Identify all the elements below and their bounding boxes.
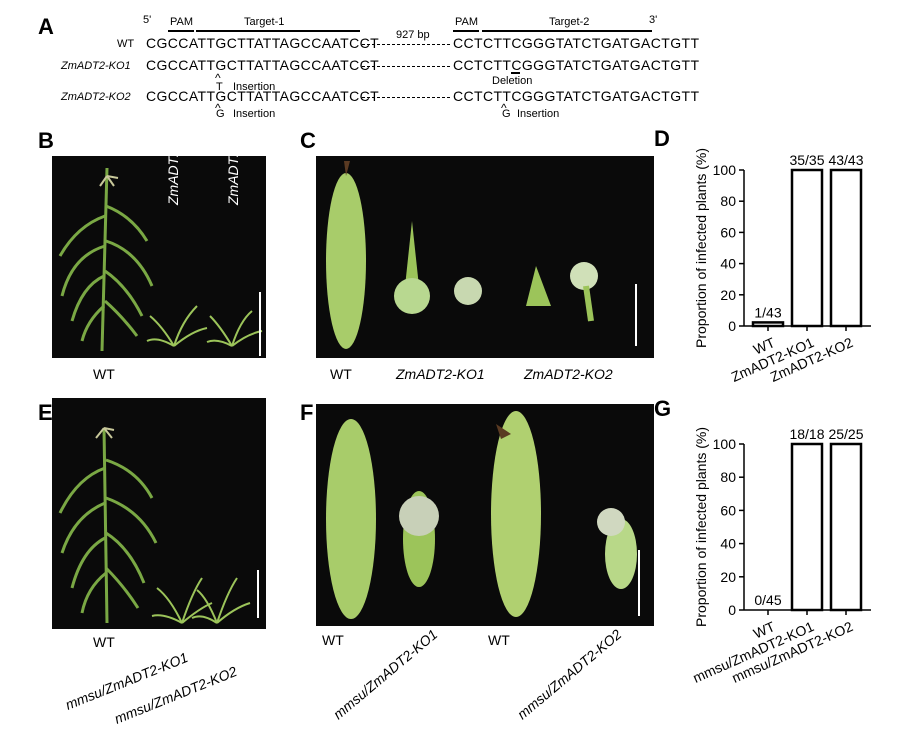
bar	[790, 168, 824, 328]
f-ko1-label: mmsu/ZmADT2-KO1	[330, 625, 441, 723]
five-prime-label: 5'	[143, 14, 152, 26]
ko1-deletion-mark	[511, 72, 520, 74]
target1-bar	[196, 30, 360, 32]
panel-label-a: A	[38, 14, 54, 39]
panel-label-f: F	[300, 400, 314, 425]
panel-label-g: G	[654, 396, 672, 421]
panel-label-e: E	[38, 400, 53, 425]
gap-dashes-wt	[362, 44, 450, 45]
ko1-seq-left: CGCCATTGCTTATTAGCCAATCCT	[146, 57, 380, 73]
bar	[790, 442, 824, 612]
target1-label: Target-1	[244, 16, 285, 28]
plant-photo-b	[52, 156, 266, 358]
y-tick-label: 20	[720, 569, 736, 585]
three-prime-label: 3'	[649, 14, 658, 26]
row-label-ko1: ZmADT2-KO1	[61, 60, 131, 72]
data-label: 35/35	[789, 152, 824, 168]
ko1-insertion-base: T	[216, 81, 223, 93]
ko1-insertion-label: Insertion	[233, 81, 276, 93]
y-tick-label: 60	[720, 502, 736, 518]
wt-seq-right: CCTCTTCGGGTATCTGATGACTGTT	[453, 35, 700, 51]
y-tick-label: 40	[720, 536, 736, 552]
b-wt-label: WT	[93, 366, 115, 382]
y-tick-label: 100	[713, 436, 737, 452]
ear-photo-f	[316, 404, 654, 626]
ko2-insertion2-label: Insertion	[517, 108, 560, 120]
data-label: 1/43	[754, 304, 781, 320]
ko2-insertion1-label: Insertion	[233, 108, 276, 120]
y-tick-label: 0	[728, 318, 736, 334]
b-ko1-label: ZmADT2-KO1	[165, 116, 181, 205]
bar	[751, 321, 785, 328]
b-ko2-label: ZmADT2-KO2	[225, 116, 241, 205]
data-label: 43/43	[828, 152, 863, 168]
panel-label-c: C	[300, 128, 316, 153]
y-axis-label: Proportion of infected plants (%)	[693, 148, 709, 348]
target2-label: Target-2	[549, 16, 590, 28]
gap-dashes-ko2	[362, 97, 450, 98]
ear-photo-c	[316, 156, 654, 358]
data-label: 25/25	[828, 426, 863, 442]
y-tick-label: 20	[720, 287, 736, 303]
caret-icon: ^	[501, 101, 507, 115]
y-tick-label: 80	[720, 469, 736, 485]
y-tick-label: 100	[713, 162, 737, 178]
gap-label: 927 bp	[396, 29, 430, 41]
plant-illustration	[58, 167, 263, 356]
y-tick-label: 80	[720, 193, 736, 209]
ear-illustration	[326, 161, 637, 349]
caret-icon: ^	[215, 71, 221, 85]
f-wt2-label: WT	[488, 632, 510, 648]
pam1-label: PAM	[170, 16, 194, 28]
panel-label-b: B	[38, 128, 54, 153]
f-wt1-label: WT	[322, 632, 344, 648]
wt-seq-left: CGCCATTGCTTATTAGCCAATCCT	[146, 35, 380, 51]
c-wt-label: WT	[330, 366, 352, 382]
gap-dashes-ko1	[362, 66, 450, 67]
pam2-label: PAM	[455, 16, 479, 28]
panel-label-d: D	[654, 126, 670, 151]
plant-photo-e	[52, 398, 266, 629]
e-wt-label: WT	[93, 634, 115, 650]
ko1-seq-right: CCTCTTCGGGTATCTGATGACTGTT	[453, 57, 700, 73]
c-ko1-label: ZmADT2-KO1	[396, 366, 485, 382]
pam1-bar	[168, 30, 194, 32]
c-ko2-label: ZmADT2-KO2	[524, 366, 613, 382]
ko2-seq-right: CCTCTTCGGGTATCTGATGACTGTT	[453, 88, 700, 104]
ko1-deletion-label: Deletion	[492, 75, 533, 87]
y-axis-label: Proportion of infected plants (%)	[693, 427, 709, 627]
f-ko2-label: mmsu/ZmADT2-KO2	[514, 625, 625, 723]
ear-illustration	[326, 411, 640, 619]
caret-icon: ^	[215, 101, 221, 115]
data-label: 0/45	[754, 592, 781, 608]
ko2-insertion1-base: G	[216, 108, 225, 120]
ko2-seq-left: CGCCATTGCTTATTAGCCAATCCT	[146, 88, 380, 104]
pam2-bar	[453, 30, 479, 32]
bar	[829, 442, 863, 612]
y-tick-label: 40	[720, 256, 736, 272]
y-tick-label: 0	[728, 602, 736, 618]
plant-illustration	[58, 427, 259, 624]
ko2-insertion2-base: G	[502, 108, 511, 120]
row-label-ko2: ZmADT2-KO2	[61, 91, 131, 103]
y-tick-label: 60	[720, 224, 736, 240]
data-label: 18/18	[789, 426, 824, 442]
target2-bar	[482, 30, 652, 32]
bar	[829, 168, 863, 328]
row-label-wt: WT	[117, 38, 135, 50]
